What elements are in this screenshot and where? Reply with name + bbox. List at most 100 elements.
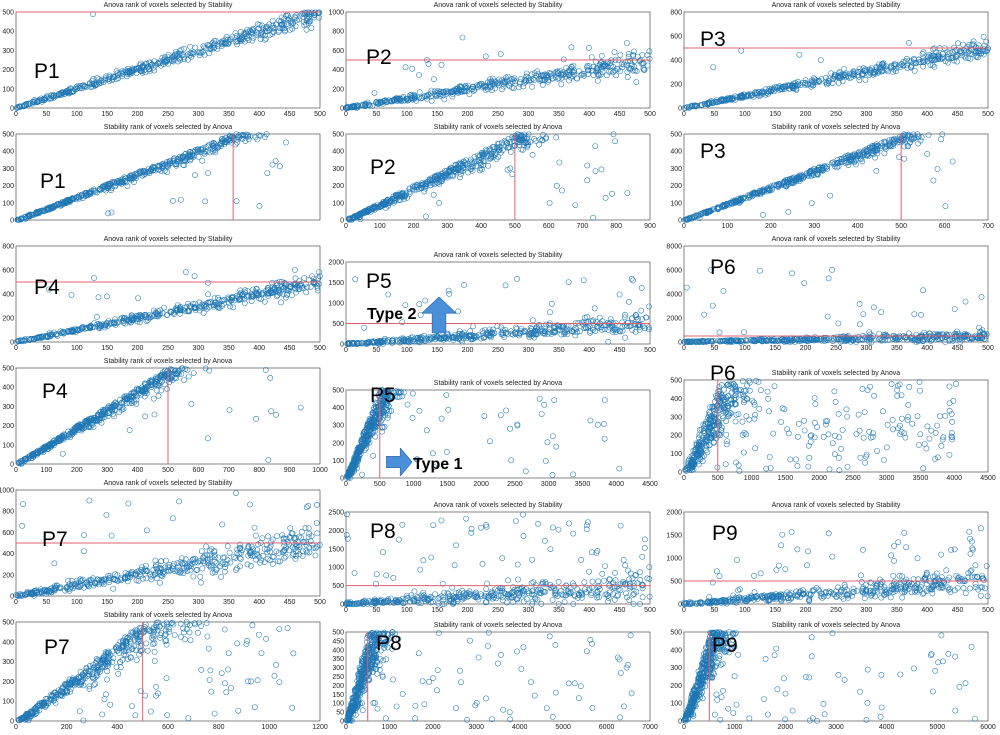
- scatter-point: [451, 88, 458, 94]
- scatter-point: [162, 54, 168, 60]
- scatter-point: [508, 76, 515, 83]
- scatter-point: [577, 328, 583, 335]
- x-tick-label: 400: [253, 345, 265, 352]
- scatter-point: [198, 146, 204, 153]
- scatter-point: [456, 336, 462, 343]
- scatter-point: [695, 338, 702, 345]
- scatter-point: [281, 28, 288, 35]
- chart-title: Anova rank of voxels selected by Stabili…: [103, 2, 233, 9]
- scatter-point: [165, 61, 171, 67]
- scatter-point: [579, 71, 586, 77]
- scatter-point: [688, 103, 695, 110]
- scatter-point: [795, 175, 802, 182]
- scatter-point: [588, 54, 595, 61]
- scatter-point: [205, 291, 211, 298]
- scatter-point: [819, 165, 826, 172]
- y-tick-label: 100: [332, 200, 344, 207]
- scatter-point: [145, 315, 152, 321]
- scatter-point: [445, 172, 452, 179]
- scatter-point: [54, 202, 60, 208]
- axes-frame: [683, 245, 989, 343]
- scatter-point: [963, 331, 970, 338]
- scatter-point: [814, 336, 821, 343]
- scatter-point: [135, 65, 142, 72]
- scatter-point: [712, 98, 719, 105]
- scatter-point: [214, 46, 221, 52]
- scatter-point: [30, 336, 37, 343]
- scatter-point: [127, 172, 134, 179]
- scatter-point: [264, 25, 271, 31]
- scatter-point: [443, 87, 450, 94]
- scatter-point: [148, 384, 155, 390]
- scatter-point: [91, 80, 98, 87]
- scatter-point: [942, 203, 949, 209]
- y-tick-label: 0: [10, 340, 14, 347]
- scatter-point: [266, 32, 273, 38]
- scatter-point: [132, 67, 138, 73]
- scatter-point: [199, 49, 206, 55]
- scatter-point: [430, 191, 437, 198]
- axes-frame: [345, 261, 651, 345]
- scatter-point: [750, 337, 757, 344]
- scatter-point: [897, 64, 903, 70]
- scatter-point: [88, 84, 94, 90]
- scatter-point: [61, 329, 67, 336]
- x-tick-label: 150: [769, 111, 781, 118]
- scatter-point: [204, 148, 211, 155]
- scatter-point: [626, 299, 632, 305]
- scatter-point: [613, 326, 619, 333]
- scatter-point: [825, 78, 832, 84]
- scatter-point: [165, 161, 172, 168]
- scatter-point: [738, 338, 745, 344]
- x-tick-label: 800: [253, 467, 265, 474]
- y-tick-label: 2000: [666, 316, 682, 323]
- scatter-point: [925, 54, 931, 61]
- scatter-point: [429, 180, 436, 187]
- scatter-point: [700, 339, 706, 345]
- scatter-point: [315, 10, 321, 17]
- x-tick-label: 300: [808, 223, 820, 230]
- scatter-point: [498, 331, 505, 338]
- scatter-point: [945, 51, 952, 58]
- scatter-point: [226, 407, 233, 413]
- scatter-points: [344, 387, 623, 481]
- scatter-point: [228, 294, 235, 301]
- x-tick-label: 100: [71, 345, 83, 352]
- scatter-point: [814, 170, 821, 177]
- scatter-point: [694, 212, 701, 218]
- scatter-point: [539, 328, 546, 335]
- scatter-point: [75, 84, 82, 91]
- scatter-point: [211, 38, 218, 44]
- scatter-point: [25, 100, 32, 107]
- scatter-point: [160, 160, 167, 167]
- scatter-point: [247, 133, 253, 140]
- scatter-point: [832, 160, 838, 167]
- scatter-point: [910, 136, 917, 142]
- scatter-point: [802, 80, 809, 86]
- scatter-point: [233, 295, 239, 302]
- scatter-point: [808, 83, 815, 90]
- scatter-point: [812, 336, 819, 343]
- scatter-point: [467, 166, 474, 172]
- scatter-point: [187, 303, 193, 309]
- y-tick-label: 4000: [666, 292, 682, 299]
- scatter-point: [473, 163, 480, 170]
- x-tick-label: 300: [861, 345, 873, 352]
- scatter-point: [288, 20, 295, 27]
- scatter-point: [633, 68, 640, 75]
- chart-title: Anova rank of voxels selected by Stabili…: [103, 236, 233, 243]
- scatter-point: [983, 331, 990, 338]
- scatter-point: [796, 173, 802, 179]
- scatter-point: [417, 335, 423, 342]
- scatter-point: [624, 74, 631, 80]
- scatter-point: [104, 323, 111, 329]
- scatter-point: [823, 335, 829, 341]
- scatter-point: [219, 303, 225, 309]
- scatter-point: [646, 326, 652, 333]
- scatter-point: [416, 339, 423, 346]
- scatter-point: [351, 104, 357, 110]
- scatter-point: [875, 143, 882, 150]
- scatter-point: [192, 301, 199, 307]
- scatter-point: [144, 169, 150, 176]
